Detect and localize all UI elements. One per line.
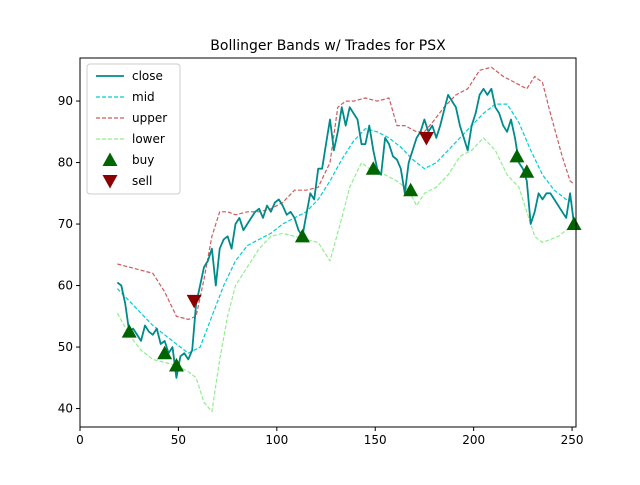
x-tick-label: 150 (364, 433, 387, 447)
y-tick-label: 80 (58, 156, 73, 170)
buy-marker (509, 148, 525, 163)
legend: close mid upper lower buy sell (86, 63, 181, 195)
y-tick-label: 70 (58, 217, 73, 231)
buy-marker (157, 345, 173, 360)
legend-swatch-buy (102, 152, 118, 166)
buy-marker (168, 358, 184, 372)
sell-marker (418, 131, 434, 146)
legend-label-mid: mid (132, 90, 155, 104)
legend-label-buy: buy (132, 153, 154, 167)
plot-series-group (116, 66, 575, 413)
y-tick-label: 40 (58, 402, 73, 416)
axes-frame (79, 57, 577, 428)
series-line-mid (116, 103, 575, 354)
axes: 0 50 100 150 200 250 40 50 60 70 80 90 (58, 57, 584, 447)
legend-label-sell: sell (132, 174, 152, 188)
series-line-upper (117, 66, 575, 320)
series-line-close (116, 87, 575, 379)
y-tick-label: 50 (58, 340, 73, 354)
y-tick-label: 60 (58, 279, 73, 293)
sell-marker (186, 294, 202, 309)
x-tick-label: 250 (561, 433, 584, 447)
buy-marker (365, 161, 381, 175)
legend-label-lower: lower (132, 132, 165, 146)
legend-label-close: close (132, 69, 163, 83)
y-tick-label: 90 (58, 94, 73, 108)
buy-marker (519, 164, 535, 178)
chart-title: Bollinger Bands w/ Trades for PSX (210, 38, 446, 54)
buy-marker (566, 216, 582, 231)
x-tick-label: 50 (171, 433, 186, 447)
x-tick-label: 100 (265, 433, 288, 447)
buy-marker (121, 324, 137, 338)
x-tick-label: 0 (76, 433, 84, 447)
plot-area (116, 66, 582, 413)
buy-marker (294, 228, 310, 243)
legend-swatch-sell (102, 175, 118, 189)
x-tick-label: 200 (462, 433, 485, 447)
buy-marker (403, 182, 419, 197)
legend-label-upper: upper (132, 111, 167, 125)
series-line-lower (116, 137, 575, 413)
